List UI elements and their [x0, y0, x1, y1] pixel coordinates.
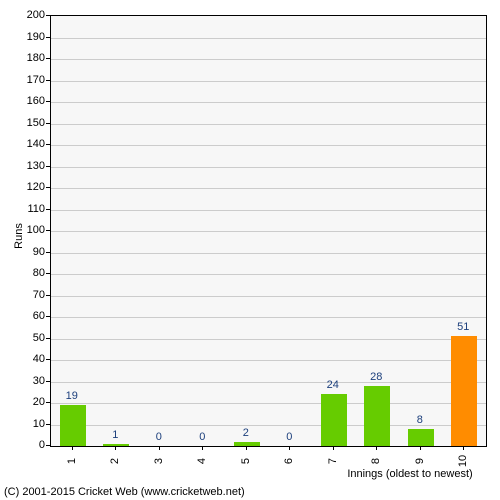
x-tick-label: 5: [240, 458, 252, 464]
y-tick-label: 100: [5, 224, 45, 236]
y-tick-mark: [46, 445, 50, 446]
y-tick-label: 190: [5, 31, 45, 43]
bar-value-label: 0: [286, 431, 292, 443]
y-tick-label: 40: [5, 353, 45, 365]
gridline: [51, 124, 486, 125]
x-tick-mark: [463, 446, 464, 450]
x-tick-mark: [246, 446, 247, 450]
y-tick-mark: [46, 187, 50, 188]
y-tick-label: 170: [5, 74, 45, 86]
y-tick-mark: [46, 316, 50, 317]
gridline: [51, 296, 486, 297]
y-tick-label: 50: [5, 332, 45, 344]
y-tick-label: 150: [5, 117, 45, 129]
gridline: [51, 188, 486, 189]
x-tick-label: 9: [414, 458, 426, 464]
y-tick-label: 80: [5, 267, 45, 279]
bar-value-label: 0: [156, 431, 162, 443]
y-tick-mark: [46, 123, 50, 124]
x-tick-label: 10: [457, 455, 469, 467]
bar: [408, 429, 434, 446]
y-tick-label: 0: [5, 439, 45, 451]
x-tick-mark: [72, 446, 73, 450]
x-tick-mark: [376, 446, 377, 450]
y-tick-label: 130: [5, 160, 45, 172]
gridline: [51, 339, 486, 340]
y-tick-mark: [46, 381, 50, 382]
y-tick-label: 10: [5, 418, 45, 430]
y-tick-mark: [46, 273, 50, 274]
y-tick-label: 180: [5, 52, 45, 64]
bar-value-label: 28: [370, 371, 382, 383]
gridline: [51, 81, 486, 82]
x-tick-label: 7: [327, 458, 339, 464]
x-tick-mark: [115, 446, 116, 450]
y-tick-mark: [46, 295, 50, 296]
gridline: [51, 382, 486, 383]
y-tick-label: 160: [5, 95, 45, 107]
y-tick-mark: [46, 230, 50, 231]
y-tick-label: 140: [5, 138, 45, 150]
x-tick-mark: [159, 446, 160, 450]
y-tick-mark: [46, 402, 50, 403]
bar: [451, 336, 477, 446]
gridline: [51, 102, 486, 103]
gridline: [51, 210, 486, 211]
bar-value-label: 0: [199, 431, 205, 443]
bar: [60, 405, 86, 446]
gridline: [51, 167, 486, 168]
x-tick-label: 1: [66, 458, 78, 464]
x-tick-mark: [333, 446, 334, 450]
y-tick-mark: [46, 209, 50, 210]
y-tick-label: 120: [5, 181, 45, 193]
gridline: [51, 317, 486, 318]
bar: [321, 394, 347, 446]
plot-area: [50, 15, 487, 447]
bar-value-label: 51: [457, 321, 469, 333]
y-tick-mark: [46, 166, 50, 167]
y-tick-label: 70: [5, 289, 45, 301]
x-tick-mark: [202, 446, 203, 450]
y-tick-mark: [46, 58, 50, 59]
y-tick-mark: [46, 359, 50, 360]
gridline: [51, 38, 486, 39]
y-tick-mark: [46, 101, 50, 102]
x-tick-mark: [289, 446, 290, 450]
x-tick-mark: [420, 446, 421, 450]
gridline: [51, 253, 486, 254]
gridline: [51, 403, 486, 404]
x-tick-label: 8: [370, 458, 382, 464]
bar-value-label: 1: [112, 429, 118, 441]
y-tick-mark: [46, 37, 50, 38]
y-tick-mark: [46, 15, 50, 16]
y-tick-label: 30: [5, 375, 45, 387]
gridline: [51, 231, 486, 232]
bar-value-label: 24: [327, 379, 339, 391]
gridline: [51, 59, 486, 60]
chart-container: Runs Innings (oldest to newest) (C) 2001…: [0, 0, 500, 500]
bar: [364, 386, 390, 446]
y-tick-mark: [46, 424, 50, 425]
y-tick-label: 110: [5, 203, 45, 215]
bar-value-label: 19: [66, 390, 78, 402]
bar-value-label: 2: [243, 427, 249, 439]
copyright-footer: (C) 2001-2015 Cricket Web (www.cricketwe…: [4, 486, 245, 498]
y-tick-label: 90: [5, 246, 45, 258]
x-tick-label: 6: [283, 458, 295, 464]
x-tick-label: 4: [196, 458, 208, 464]
x-axis-label: Innings (oldest to newest): [330, 468, 490, 480]
y-tick-label: 200: [5, 9, 45, 21]
y-tick-mark: [46, 144, 50, 145]
y-tick-label: 60: [5, 310, 45, 322]
y-tick-mark: [46, 80, 50, 81]
x-tick-label: 3: [153, 458, 165, 464]
y-tick-label: 20: [5, 396, 45, 408]
bar-value-label: 8: [417, 414, 423, 426]
gridline: [51, 274, 486, 275]
y-tick-mark: [46, 252, 50, 253]
x-tick-label: 2: [109, 458, 121, 464]
gridline: [51, 145, 486, 146]
gridline: [51, 360, 486, 361]
y-tick-mark: [46, 338, 50, 339]
